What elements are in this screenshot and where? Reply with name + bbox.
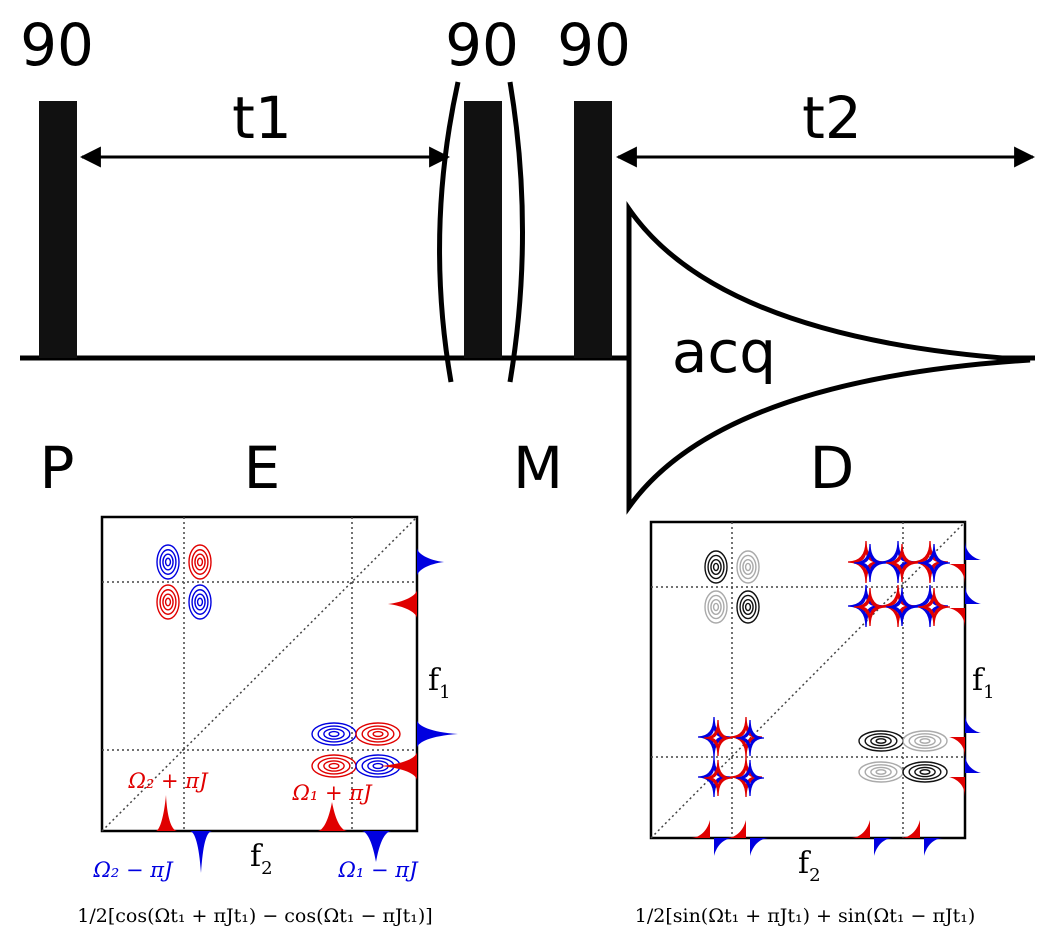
peak-contour-grey [902,730,948,752]
f2-projection-pos [690,820,710,838]
peak-contour-dark [902,761,948,783]
f2-projection-pos [900,820,920,838]
pulse-2 [464,101,502,358]
f2-projection-pos-2 [318,802,347,831]
f2-projection-neg [750,838,770,856]
f2-projection-pos-1 [156,795,177,831]
f2-projection-pos [726,820,746,838]
peak-contour-neg [188,584,212,620]
f1-projection-neg-1 [417,548,444,576]
peak-label-omega2-plus: Ω₂ + πJ [128,769,210,793]
peak-contour-pos [355,722,401,746]
peak-contour-pos [188,544,212,580]
caption-right: 1/2[sin(Ωt₁ + πJt₁) + sin(Ωt₁ − πJt₁) [635,905,976,927]
caption-left: 1/2[cos(Ωt₁ + πJt₁) − cos(Ωt₁ − πJt₁)] [77,905,432,927]
star-multiplet [703,759,733,797]
star-multiplet [917,543,951,583]
f1-projection-neg [965,584,981,604]
pulse-3 [574,101,612,358]
f1-projection-pos-2 [380,752,417,780]
plot-frame [100,515,419,833]
f2-axis-label: f2 [250,839,273,879]
star-multiplet [917,587,951,627]
diagonal [650,521,966,839]
star-multiplet [885,587,919,627]
peak-label-omega1-plus: Ω₁ + πJ [292,781,374,805]
peak-label-omega1-minus: Ω₁ − πJ [338,858,420,882]
dispersive-projections [690,540,981,856]
mixing-bracket-left [437,81,461,383]
dispersive-multiplets [697,540,951,798]
peak-label-omega2-minus: Ω₂ − πJ [93,858,175,882]
spectrum-right: f1 f2 1/2[sin(Ωt₁ + πJt₁) + sin(Ωt₁ − πJ… [635,520,995,927]
f1-projection-pos [949,608,965,628]
contour-peaks [704,550,948,783]
f1-projection-neg [965,540,981,560]
peak-contour-grey [858,761,904,783]
peak-contour-neg [156,544,180,580]
peak-contour-neg [311,722,357,746]
pulse-label-3: 90 [557,11,631,79]
f1-projection-neg [965,753,981,773]
f2-projection-neg-1 [190,831,212,873]
stage-label-e: E [244,434,281,502]
star-multiplet [853,587,887,627]
t1-label: t1 [232,84,292,152]
stage-label-m: M [513,434,563,502]
f1-projection-pos-1 [388,590,417,618]
peak-contour-dark [736,590,760,624]
pulse-sequence: 90 90 90 t1 t2 acq P E M D [20,11,1036,515]
star-multiplet [735,719,765,757]
star-multiplet [885,543,919,583]
peak-contour-pos [156,584,180,620]
peak-contour-dark [858,730,904,752]
f2-projection-neg [924,838,944,856]
star-multiplet [735,759,765,797]
pulse-label-2: 90 [445,11,519,79]
f2-projection-neg [714,838,734,856]
acquisition-fid [626,201,1031,515]
f1-axis-label: f1 [428,663,451,703]
peak-contour-dark [704,550,728,584]
peak-contour-pos [311,754,357,778]
mixing-bracket-right [507,81,525,383]
f1-projection-pos [949,777,965,797]
f2-projection-neg [874,838,894,856]
f2-projection-neg-2 [362,831,391,862]
f1-projection-pos [949,737,965,757]
guide-lines [650,521,966,839]
f2-axis-label: f2 [798,846,821,886]
f1-projection-neg-2 [417,720,458,748]
pulse-1 [39,101,77,358]
guide-lines [101,516,418,832]
diagonal [101,516,418,832]
stage-label-p: P [40,434,75,502]
plot-frame [649,520,967,840]
t2-label: t2 [802,84,862,152]
acq-label: acq [672,318,776,386]
peak-contour-grey [736,550,760,584]
f1-projection-pos [949,564,965,584]
peak-contour-grey [704,590,728,624]
contour-peaks [156,544,401,778]
star-multiplet [703,719,733,757]
star-multiplet [853,543,887,583]
f1-projection-neg [965,713,981,733]
stage-label-d: D [810,434,855,502]
f1-axis-label: f1 [972,663,995,703]
pulse-label-1: 90 [20,11,94,79]
spectrum-left: Ω₂ + πJ Ω₁ + πJ Ω₂ − πJ Ω₁ − πJ f1 f2 1/… [77,515,458,927]
f2-projection-pos [850,820,870,838]
